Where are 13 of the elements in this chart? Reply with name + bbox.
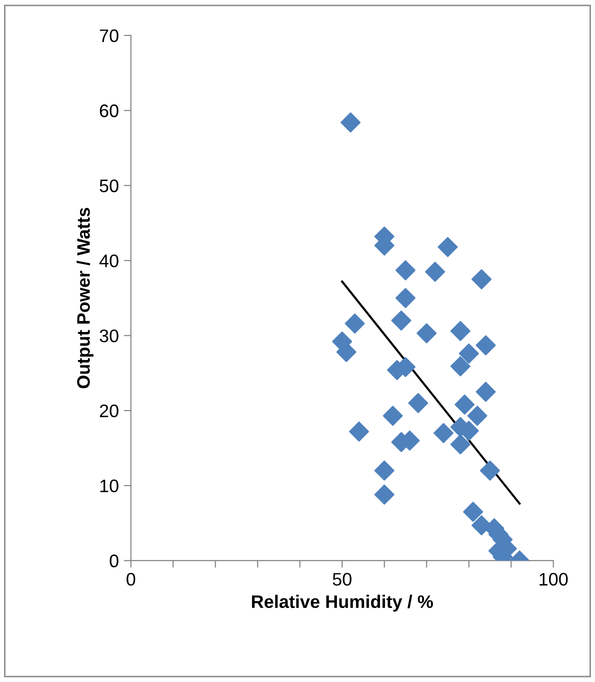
x-tick-label: 50 [332,572,352,586]
y-tick-label: 40 [99,254,118,268]
y-tick-label: 60 [100,104,118,118]
x-tick-label: 100 [540,572,568,586]
y-axis-title: Output Power / Watts [76,208,94,388]
y-tick-label: 0 [110,554,118,568]
x-axis-title: Relative Humidity / % [252,594,433,612]
y-tick-label: 20 [100,404,118,418]
y-tick-label: 50 [100,179,118,192]
x-tick-label: 0 [126,572,136,586]
y-tick-label: 70 [100,29,118,42]
y-tick-label: 10 [100,480,118,492]
y-tick-label: 30 [100,329,118,342]
